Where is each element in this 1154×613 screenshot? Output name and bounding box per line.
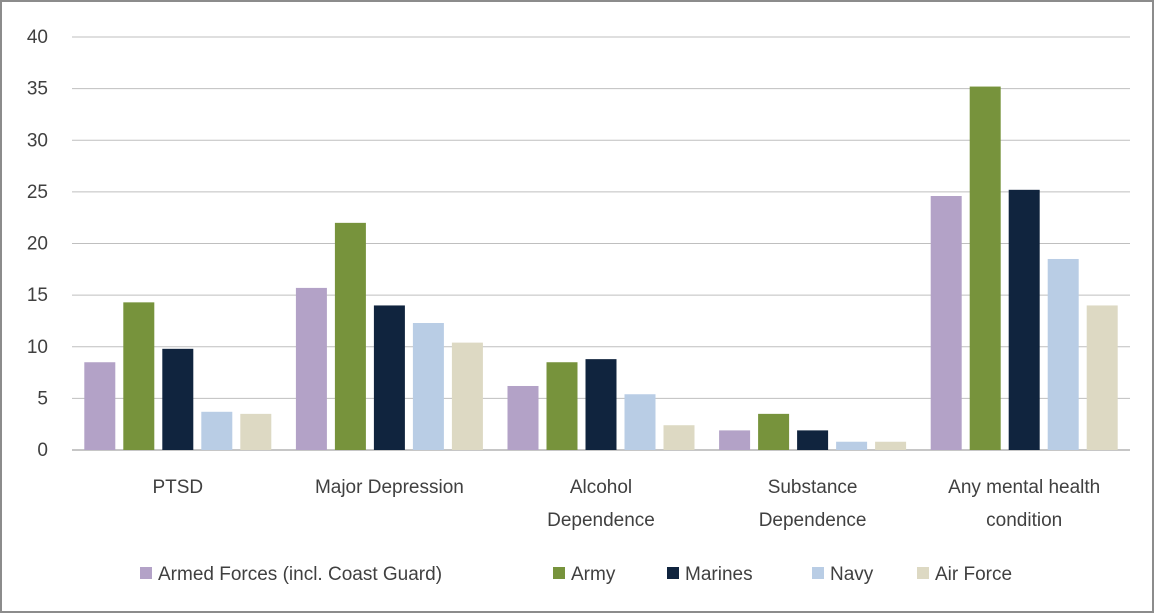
y-tick-label: 20: [27, 234, 48, 255]
bar: [797, 430, 829, 450]
legend-label: Armed Forces (incl. Coast Guard): [158, 564, 442, 585]
bar: [758, 413, 790, 450]
y-tick-label: 0: [37, 440, 48, 461]
bar: [836, 441, 868, 450]
bar: [624, 394, 656, 450]
category-label: Any mental health: [948, 477, 1100, 498]
legend-label: Air Force: [935, 564, 1012, 585]
bar: [1008, 189, 1040, 450]
category-label: Alcohol: [570, 477, 632, 498]
y-tick-label: 15: [27, 285, 48, 306]
category-label: Dependence: [759, 510, 867, 531]
legend-item: Armed Forces (incl. Coast Guard): [140, 564, 442, 585]
bar: [585, 359, 617, 450]
bar: [969, 86, 1001, 450]
bar: [412, 323, 444, 450]
y-tick-label: 40: [27, 27, 48, 48]
bar: [373, 305, 405, 450]
category-labels: PTSD Major Depression Alcohol Dependence Sub…: [152, 477, 1100, 531]
y-tick-label: 25: [27, 182, 48, 203]
legend-swatch: [553, 567, 565, 579]
legend-item: Army: [553, 564, 616, 585]
legend-label: Marines: [685, 564, 753, 585]
legend-swatch: [667, 567, 679, 579]
legend-swatch: [812, 567, 824, 579]
legend-item: Marines: [667, 564, 753, 585]
bar: [201, 411, 233, 450]
bar: [930, 196, 962, 450]
bar: [663, 425, 695, 450]
legend-label: Navy: [830, 564, 874, 585]
bar: [719, 430, 751, 450]
bar: [334, 222, 366, 450]
bar: [1086, 305, 1118, 450]
y-tick-label: 5: [37, 388, 48, 409]
category-label: Substance: [768, 477, 858, 498]
legend-label: Army: [571, 564, 616, 585]
bars: [84, 86, 1118, 450]
y-tick-label: 30: [27, 130, 48, 151]
bar: [84, 362, 116, 450]
category-label: Major Depression: [315, 477, 464, 498]
bar: [1047, 258, 1079, 450]
bar: [295, 287, 327, 450]
bar: [162, 348, 194, 450]
category-label: Dependence: [547, 510, 655, 531]
bar: [507, 385, 539, 450]
y-tick-label: 10: [27, 337, 48, 358]
legend-item: Navy: [812, 564, 874, 585]
bar: [546, 362, 578, 450]
category-label: condition: [986, 510, 1062, 531]
legend-swatch: [917, 567, 929, 579]
legend-item: Air Force: [917, 564, 1012, 585]
legend: Armed Forces (incl. Coast Guard) Army Mari…: [140, 564, 1012, 585]
bar: [875, 441, 907, 450]
category-label: PTSD: [152, 477, 203, 498]
bar: [451, 342, 483, 450]
y-axis-ticks: 0 5 10 15 20 25 30 35 40: [27, 27, 48, 461]
bar: [240, 413, 272, 450]
y-tick-label: 35: [27, 79, 48, 100]
bar: [123, 302, 155, 450]
legend-swatch: [140, 567, 152, 579]
